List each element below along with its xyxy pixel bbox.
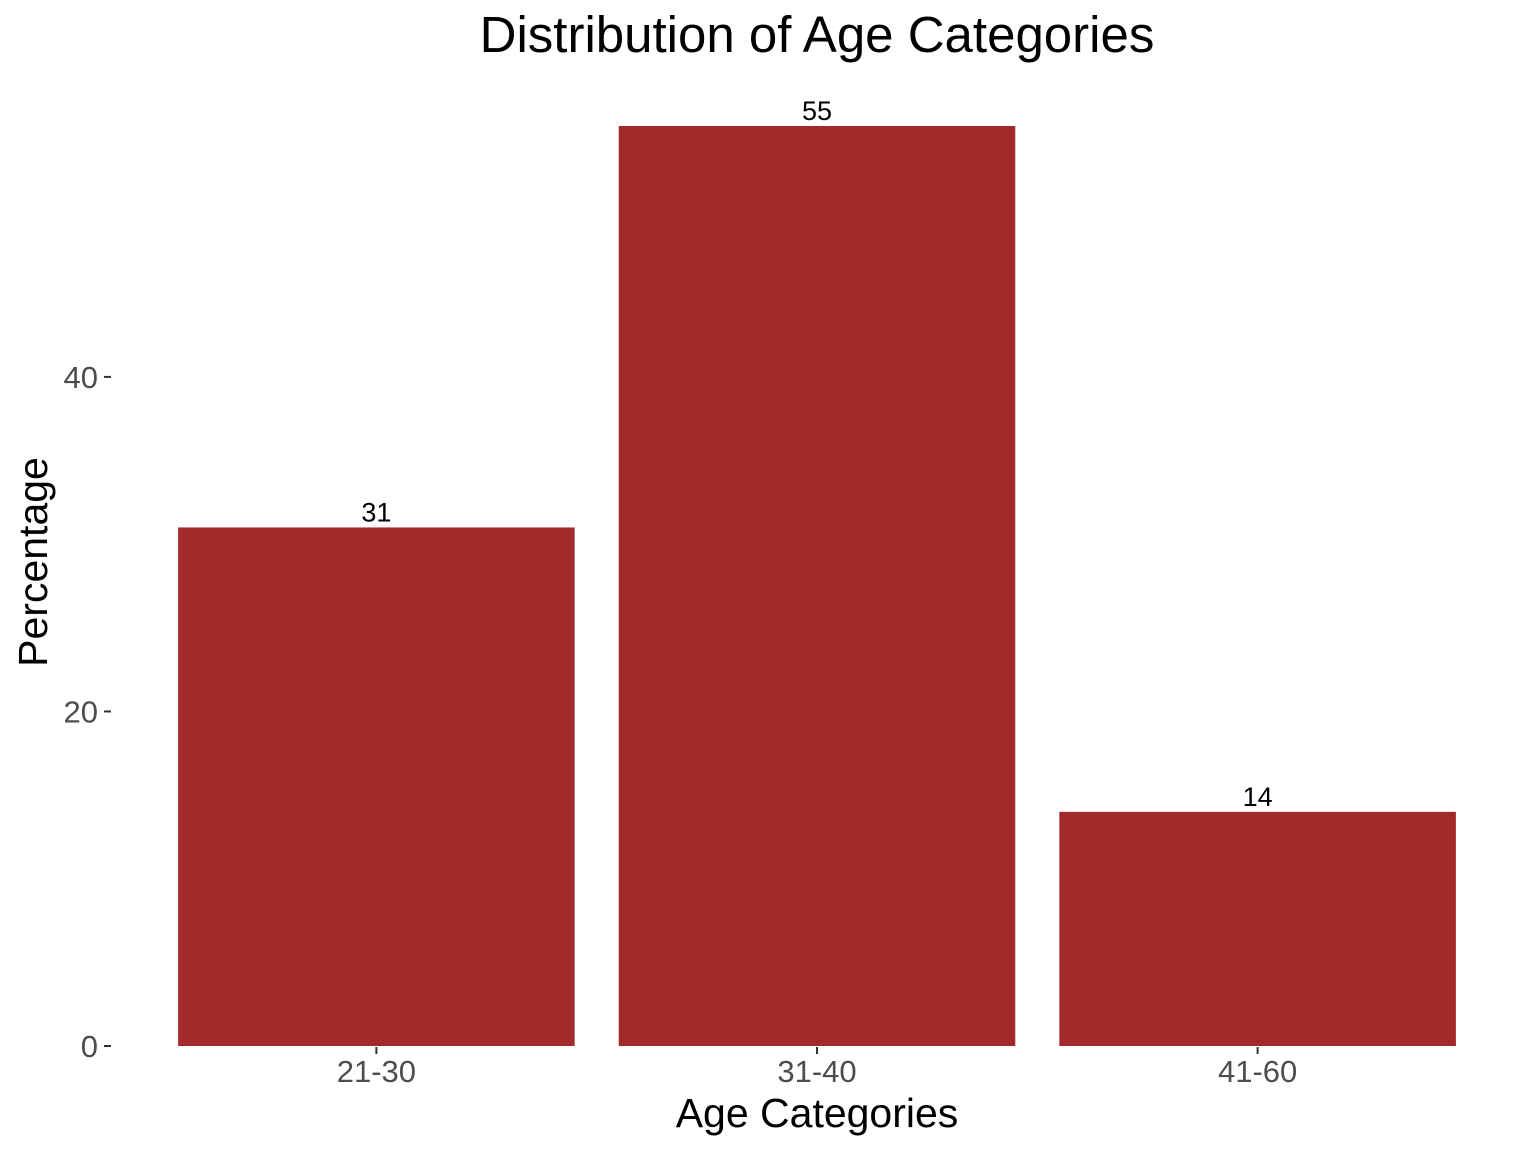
chart-title: Distribution of Age Categories <box>480 6 1155 63</box>
data-label-41-60: 14 <box>1243 782 1273 812</box>
data-label-31-40: 55 <box>802 96 832 126</box>
data-label-21-30: 31 <box>361 497 391 527</box>
y-axis: 0 20 40 <box>64 360 111 1064</box>
y-tick-label: 20 <box>64 694 98 729</box>
y-axis-title: Percentage <box>10 457 56 667</box>
bar-41-60 <box>1059 811 1456 1046</box>
bar-31-40 <box>618 126 1016 1046</box>
bar-21-30 <box>178 527 575 1046</box>
x-tick-label-21-30: 21-30 <box>337 1054 416 1089</box>
x-axis: 21-30 31-40 41-60 <box>337 1047 1297 1089</box>
y-tick-label: 0 <box>81 1029 98 1064</box>
x-tick-label-31-40: 31-40 <box>777 1054 856 1089</box>
x-tick-label-41-60: 41-60 <box>1218 1054 1297 1089</box>
x-axis-title: Age Categories <box>676 1090 959 1136</box>
y-tick-label: 40 <box>64 360 98 395</box>
bars-group: 31 55 14 <box>178 96 1456 1046</box>
